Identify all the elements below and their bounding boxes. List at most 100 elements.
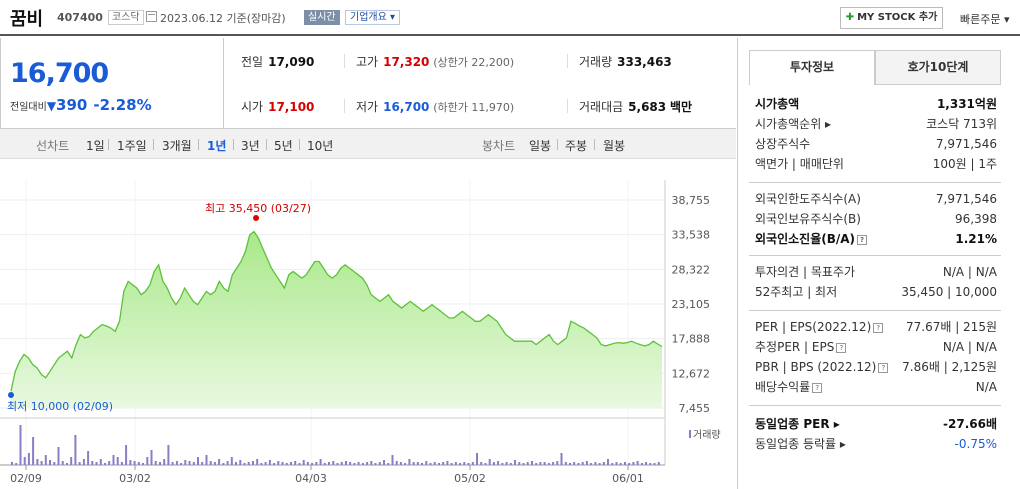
candle-monthly[interactable]: 월봉 [603,139,626,153]
help-icon[interactable]: ? [836,342,847,353]
volume-bar [463,462,466,465]
volume-bar [230,457,233,465]
volume-bar [159,462,161,465]
price-chart-svg: 38,755 33,538 28,322 23,105 17,888 12,672 7,45… [0,180,721,485]
volume-bar [429,463,432,465]
volume-bar [624,462,626,465]
volume-bar [442,462,445,465]
company-info-dropdown[interactable]: 기업개요 ▾ [345,10,400,25]
volume-bar [108,461,111,465]
volume-bar [133,461,136,465]
tab-orderbook[interactable]: 호가10단계 [875,50,1001,85]
help-icon[interactable]: ? [873,322,884,333]
volume-bar [323,463,326,465]
volume-bar [539,462,542,465]
period-1w[interactable]: 1주일 [117,139,147,153]
volume-bar [433,462,436,465]
volume-bar [311,463,314,465]
y-tick-label: 23,105 [672,298,711,311]
volume-bar [471,462,474,465]
volume-bar [306,462,309,465]
info-label: PBR | BPS (2022.12)? [755,358,889,376]
help-icon[interactable]: ? [878,362,889,373]
volume-bar [188,461,191,465]
volume-bar [590,463,593,465]
volume-bar [395,461,398,465]
volume-bar [425,461,428,465]
volume-bar [611,463,614,465]
volume-bar [315,462,318,465]
volume-bar [239,460,242,465]
volume-bar [180,463,183,465]
period-10y[interactable]: 10년 [307,139,334,153]
y-tick-label: 28,322 [672,263,711,276]
candle-weekly[interactable]: 주봉 [565,139,588,153]
high-price: 고가 17,320 (상한가 22,200) [356,55,515,69]
volume-bar [573,462,576,465]
info-label: 액면가 | 매매단위 [755,157,844,171]
quote-date: 2023.06.12 기준(장마감) [160,12,286,25]
price-box: 16,700 전일대비▼390 -2.28% [0,38,224,129]
volume-bar [264,462,267,465]
info-label: 외국인한도주식수(A) [755,192,861,206]
period-1y[interactable]: 1년 [207,139,227,153]
section-divider [749,310,1001,311]
volume-bar [585,461,588,465]
period-1d[interactable]: 1일 [86,139,105,153]
volume-bar [209,461,212,465]
volume-bar [302,460,305,465]
info-label: 투자의견 | 목표주가 [755,265,855,279]
volume-bar [70,457,73,465]
help-icon[interactable]: ? [857,234,868,245]
volume-bar [383,460,385,465]
volume-bar [99,459,102,465]
tab-investment-info[interactable]: 투자정보 [749,50,875,85]
volume-bar [150,450,153,465]
stock-name: 꿈비 [10,9,44,30]
volume-bar [222,463,225,465]
volume-bar [129,460,132,465]
info-value: 1.21% [955,232,997,246]
volume-bar [336,463,339,465]
volume-bar [421,463,423,465]
info-row: 동일업종 등락률 ▸ -0.75% [749,435,1001,453]
period-5y[interactable]: 5년 [274,139,293,153]
volume-bar [454,462,457,465]
info-row: PER | EPS(2022.12)? 77.67배 | 215원 [749,318,1001,336]
volume-bar [256,459,259,465]
volume-bar [649,463,652,465]
period-bar: 선차트 1일 1주일 3개월 1년 3년 5년 10년 봉차트 일봉 주봉 월봉 [0,129,736,159]
info-value: -0.75% [954,437,997,451]
volume-bar [218,459,221,465]
volume-bar [366,462,369,465]
x-tick-label: 03/02 [119,472,151,485]
min-label: 최저 10,000 (02/09) [7,400,113,413]
period-3y[interactable]: 3년 [241,139,260,153]
volume-bar [349,462,352,465]
quick-order-dropdown[interactable]: 빠른주문 ▾ [960,13,1010,26]
calendar-icon [146,11,157,22]
volume-bar [345,461,347,465]
y-tick-label: 33,538 [672,229,711,242]
volume-bar [374,463,377,465]
volume-bar [252,461,254,465]
volume-bar [74,435,77,465]
volume-bar [23,457,26,465]
volume-bar [32,437,35,465]
investment-panel: 투자정보 호가10단계 시가총액 1,331억원 시가총액순위 ▸ 코스닥 713위 상… [737,38,1020,489]
info-label: 시가총액 [755,97,800,111]
volume-bar [653,463,656,465]
info-value: N/A [975,380,997,394]
period-3m[interactable]: 3개월 [162,139,192,153]
realtime-button[interactable]: 실시간 [304,10,340,25]
add-mystock-button[interactable]: ✚ MY STOCK 추가 [840,7,943,29]
volume-bar [552,462,555,465]
volume-bar [197,457,199,465]
info-label: 외국인보유주식수(B) [755,212,861,226]
help-icon[interactable]: ? [812,382,823,393]
info-value: 77.67배 | 215원 [905,320,997,334]
candle-daily[interactable]: 일봉 [529,139,552,153]
volume-bar [260,463,263,465]
volume-bar [268,460,271,465]
volume-bar [645,462,648,465]
